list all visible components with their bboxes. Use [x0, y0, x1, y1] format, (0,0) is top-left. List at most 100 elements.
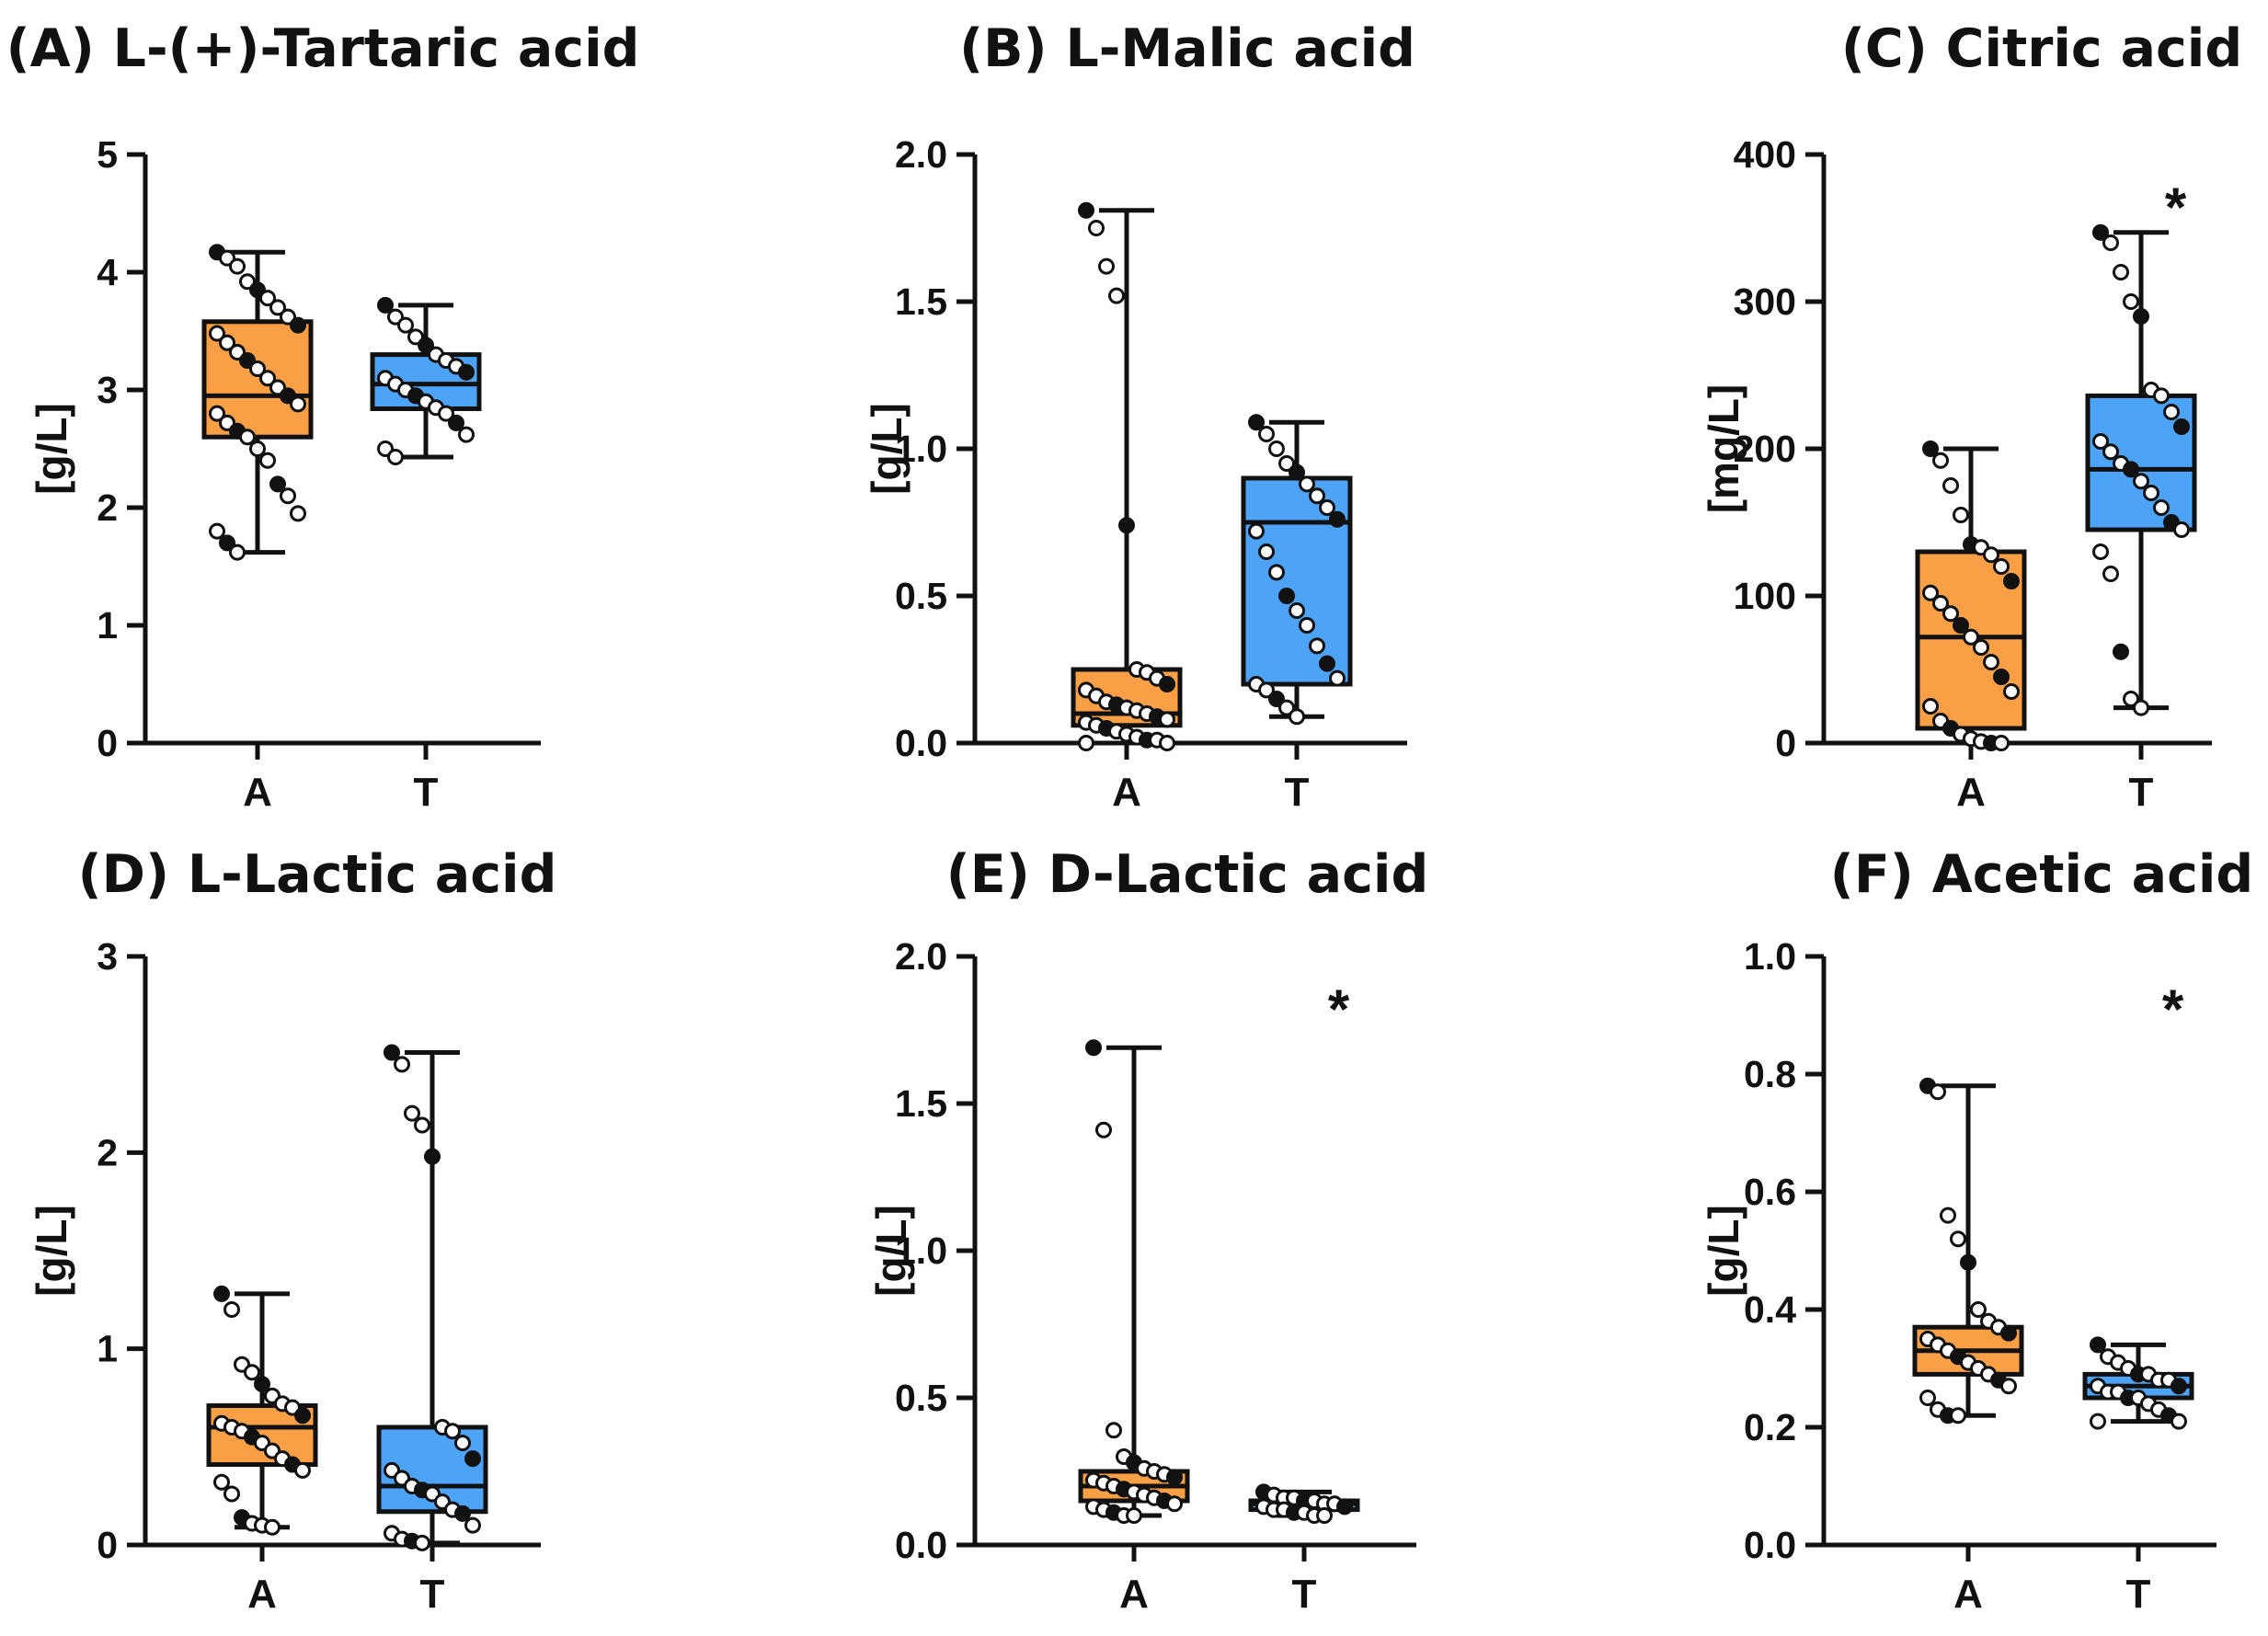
y-axis-label: [g/L] — [28, 403, 75, 495]
data-point — [1278, 699, 1295, 716]
data-point — [1118, 517, 1135, 534]
data-point — [259, 452, 276, 469]
panel-d: (D) L-Lactic acid [g/L] 0 1 2 3 A T — [28, 844, 556, 1617]
data-point — [424, 1148, 441, 1165]
data-point — [1159, 735, 1175, 751]
data-point — [1309, 637, 1325, 655]
y-tick-label: 0.0 — [1744, 1524, 1796, 1566]
data-point — [2092, 433, 2109, 450]
box-t — [2082, 1336, 2194, 1430]
data-point — [2102, 235, 2119, 251]
data-point — [209, 405, 225, 422]
data-point — [377, 296, 394, 314]
data-point — [2153, 499, 2170, 516]
x-tick-label: A — [1119, 1572, 1149, 1617]
data-point — [1105, 1422, 1122, 1439]
data-point — [239, 429, 256, 446]
x-tick-label: T — [2126, 1572, 2151, 1617]
y-tick-label: 0.2 — [1744, 1406, 1796, 1448]
panel-a: (A) L-(+)-Tartaric acid [g/L] 0 1 2 3 4 5 A T — [6, 18, 640, 815]
data-point — [1108, 287, 1125, 304]
box-a — [201, 244, 314, 561]
data-point — [1922, 440, 1939, 457]
data-point — [1993, 558, 2010, 575]
data-point — [458, 363, 475, 381]
data-point — [2092, 543, 2109, 560]
data-point — [397, 316, 414, 334]
y-tick-label: 1.5 — [895, 1082, 947, 1125]
box-t — [370, 296, 482, 465]
data-point — [1095, 1121, 1112, 1138]
x-tick-label: A — [243, 770, 272, 815]
panel-title: (C) Citric acid — [1841, 18, 2242, 79]
y-axis-label: [g/L] — [867, 1205, 915, 1297]
data-point — [2092, 223, 2109, 241]
data-point — [1953, 507, 1969, 523]
data-point — [2133, 308, 2149, 325]
panel-title: (B) L-Malic acid — [959, 18, 1415, 79]
data-point — [290, 505, 306, 522]
data-point — [2163, 404, 2180, 420]
data-point — [1316, 1507, 1333, 1524]
data-point — [2000, 1378, 2017, 1395]
data-point — [1993, 735, 2010, 751]
data-point — [1960, 1253, 1976, 1271]
y-tick-label: 2.0 — [895, 133, 947, 176]
data-point — [219, 334, 235, 351]
data-point — [269, 475, 286, 493]
data-point — [1159, 676, 1175, 692]
data-point — [2133, 699, 2149, 716]
data-point — [1268, 440, 1285, 457]
data-point — [2090, 1413, 2106, 1430]
y-tick-label: 0 — [97, 1524, 118, 1566]
data-point — [1258, 426, 1275, 442]
box-t — [376, 1044, 488, 1551]
data-point — [259, 290, 276, 307]
data-point — [1088, 220, 1105, 236]
data-point — [1166, 1495, 1183, 1513]
data-point — [1085, 1039, 1102, 1057]
y-tick-label: 1.0 — [1744, 935, 1796, 978]
x-tick-label: T — [414, 770, 439, 815]
data-point — [1248, 414, 1265, 431]
data-point — [229, 257, 246, 275]
data-point — [1268, 691, 1285, 707]
panel-c: (C) Citric acid [mg/L] 0 100 200 300 400 A T * — [1700, 18, 2242, 815]
data-point — [223, 1301, 240, 1318]
data-point — [2133, 473, 2149, 490]
data-point — [1319, 499, 1335, 516]
data-point — [1278, 588, 1295, 604]
data-point — [1329, 669, 1346, 687]
panel-b: (B) L-Malic acid [g/L] 0.0 0.5 1.0 1.5 2.0 A T — [863, 18, 1415, 815]
data-point — [219, 534, 235, 552]
data-point — [1098, 257, 1115, 275]
data-point — [464, 1516, 481, 1534]
data-point — [290, 316, 306, 334]
data-point — [209, 522, 225, 540]
box-a — [1915, 440, 2027, 751]
y-tick-label: 0.0 — [895, 722, 947, 764]
data-point — [2090, 1336, 2106, 1354]
y-tick-label: 0.4 — [1744, 1288, 1796, 1331]
data-point — [414, 1534, 430, 1551]
data-point — [1932, 595, 1949, 612]
data-point — [1922, 584, 1939, 601]
data-point — [387, 448, 404, 465]
data-point — [2123, 293, 2139, 310]
data-point — [454, 1435, 471, 1452]
data-point — [1078, 735, 1094, 751]
data-point — [1973, 639, 1989, 656]
data-point — [1248, 522, 1265, 540]
y-tick-label: 0.5 — [895, 1377, 947, 1419]
box-a — [1912, 1077, 2024, 1424]
data-point — [1268, 564, 1285, 581]
panel-title: (D) L-Lactic acid — [78, 844, 557, 905]
data-point — [2143, 485, 2159, 501]
x-tick-label: A — [1112, 770, 1141, 815]
data-point — [2153, 387, 2170, 405]
data-point — [418, 337, 434, 354]
y-tick-label: 1.0 — [895, 428, 947, 470]
y-tick-label: 2 — [97, 486, 118, 529]
y-axis-label: [g/L] — [28, 1205, 75, 1297]
data-point — [290, 395, 306, 413]
